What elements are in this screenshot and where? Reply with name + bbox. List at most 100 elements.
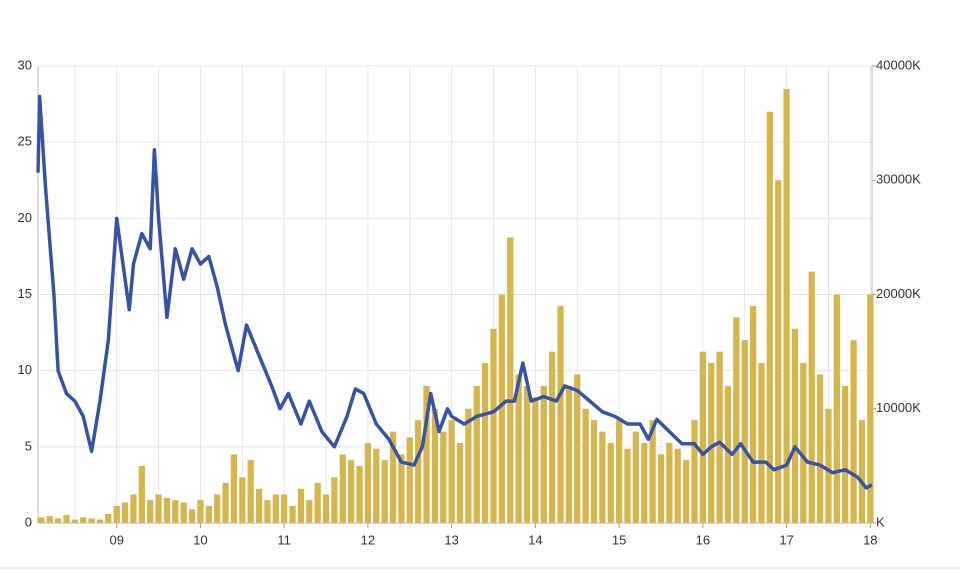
volume-bar [590, 420, 598, 523]
x-tick-label: 13 [444, 532, 458, 547]
volume-bar [440, 431, 447, 523]
volume-bar [63, 515, 70, 523]
volume-bar [465, 408, 472, 523]
volume-bar [674, 448, 681, 523]
volume-bar [808, 271, 815, 523]
volume-bar [632, 431, 640, 523]
volume-bar [532, 397, 539, 523]
volume-bar [456, 443, 464, 523]
x-tick-label: 16 [696, 532, 710, 547]
volume-bar [121, 502, 129, 523]
volume-bar [724, 385, 732, 523]
y2-tick-label: 20000K [876, 286, 921, 301]
volume-bar [800, 363, 807, 523]
y2-tick-label: 40000K [876, 57, 921, 72]
volume-bar [180, 502, 187, 523]
volume-bar [406, 437, 413, 523]
volume-bar [239, 477, 246, 523]
volume-bar [272, 494, 279, 523]
volume-bar [649, 420, 656, 523]
volume-bar [482, 363, 489, 523]
volume-bar [775, 180, 782, 523]
volume-bar [641, 443, 648, 523]
volume-bar [842, 385, 849, 523]
x-tick-label: 10 [193, 532, 207, 547]
volume-bar [858, 420, 866, 523]
volume-bar [264, 500, 271, 523]
x-tick-label: 09 [109, 532, 123, 547]
volume-bar [574, 374, 581, 523]
volume-bar [88, 518, 95, 523]
volume-bar [197, 500, 204, 523]
volume-bar [766, 111, 773, 523]
volume-bar [46, 516, 53, 523]
volume-bar [80, 517, 87, 523]
volume-bar [599, 431, 606, 523]
volume-bar [833, 294, 840, 523]
volume-bar [666, 443, 673, 523]
volume-bar [398, 454, 405, 523]
volume-bar [498, 294, 506, 523]
volume-bar [96, 519, 104, 523]
y2-tick-label: 30000K [876, 172, 921, 187]
volume-bar [850, 340, 857, 523]
volume-bar [105, 513, 112, 523]
volume-bar [281, 494, 288, 523]
x-tick-label: 14 [528, 532, 542, 547]
y-tick-label: 20 [18, 210, 32, 225]
volume-bar [381, 460, 388, 523]
volume-bar [540, 385, 547, 523]
volume-bar [163, 497, 171, 523]
volume-bar [867, 294, 874, 523]
volume-bar [331, 477, 338, 523]
volume-bar [314, 483, 321, 523]
volume-bar [356, 465, 363, 523]
volume-bar [130, 494, 137, 523]
x-tick-label: 15 [612, 532, 626, 547]
y2-tick-label: K [876, 514, 885, 529]
volume-bar [624, 448, 631, 523]
volume-bar [523, 385, 531, 523]
volume-bar [708, 363, 715, 523]
volume-bar [699, 351, 706, 523]
volume-bar [255, 488, 263, 523]
volume-bar [565, 385, 573, 523]
volume-bar [557, 305, 564, 523]
volume-bar [423, 385, 430, 523]
volume-bar [188, 509, 196, 523]
y-tick-label: 0 [25, 514, 32, 529]
y-tick-label: 25 [18, 134, 32, 149]
volume-bar [71, 519, 78, 523]
y-tick-label: 10 [18, 362, 32, 377]
x-tick-label: 17 [779, 532, 793, 547]
volume-bar [230, 454, 238, 523]
volume-bar [205, 505, 212, 523]
x-tick-label: 18 [863, 532, 877, 547]
volume-bar [473, 385, 480, 523]
volume-bar [222, 483, 229, 523]
volume-bar [348, 460, 355, 523]
volume-bar [490, 328, 497, 523]
volume-bar [339, 454, 346, 523]
x-tick-label: 11 [277, 532, 291, 547]
volume-bar [54, 518, 62, 523]
volume-bar [733, 317, 740, 523]
volume-bar [548, 351, 556, 523]
y-tick-label: 15 [18, 286, 32, 301]
volume-bar [306, 500, 313, 523]
volume-bar [783, 88, 790, 523]
volume-bar [364, 443, 372, 523]
volume-bar [682, 460, 690, 523]
volume-bar [289, 505, 296, 523]
volume-bar [657, 454, 665, 523]
volume-bar [138, 465, 145, 523]
volume-bar [816, 374, 824, 523]
volume-bar [147, 500, 154, 523]
x-tick-label: 12 [361, 532, 375, 547]
y2-tick-label: 10000K [876, 400, 921, 415]
volume-bar [791, 328, 799, 523]
volume-bar [615, 420, 623, 523]
volume-bar [607, 443, 614, 523]
volume-bar [389, 431, 397, 523]
